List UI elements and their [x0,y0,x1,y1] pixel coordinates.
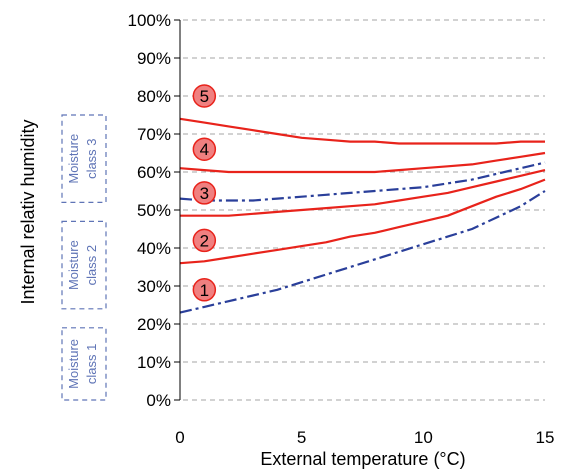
marker-label: 2 [200,231,209,250]
y-tick-label: 0% [146,391,171,410]
moisture-class-label: class 1 [84,344,99,384]
solid-series-line [179,178,546,265]
y-axis-title: Internal relativ humidity [18,119,38,304]
x-tick-label: 10 [414,428,433,447]
y-tick-label: 50% [137,201,171,220]
x-tick-label: 15 [536,428,555,447]
x-tick-label: 5 [297,428,306,447]
y-tick-label: 40% [137,239,171,258]
markers: 1 2 3 4 5 [192,84,217,302]
y-tick-label: 70% [137,125,171,144]
moisture-class-box [61,114,107,204]
moisture-class-label: class 3 [84,138,99,178]
x-axis-title: External temperature (°C) [260,449,465,469]
solid-series-line [179,117,545,145]
moisture-class-box [61,327,107,401]
y-tick-label: 90% [137,49,171,68]
marker-circle [192,181,217,205]
marker-circle [192,278,217,302]
marker-circle [192,137,217,161]
y-tick-label: 100% [128,11,171,30]
y-tick-label: 10% [137,353,171,372]
marker-label: 3 [200,184,209,203]
x-tick-label: 0 [175,428,184,447]
y-tick-label: 60% [137,163,171,182]
dashed-series-line [179,161,546,202]
moisture-class-label: Moisture [66,339,81,389]
marker-circle [192,84,217,108]
y-tick-label: 20% [137,315,171,334]
tick-labels: 0%10%20%30%40%50%60%70%80%90%100%0 5 10 15 [128,11,555,447]
moisture-class-label: Moisture [66,134,81,184]
moisture-class-label: Moisture [66,240,81,290]
solid-series-line [179,151,546,174]
marker-label: 5 [200,87,209,106]
moisture-class-box [61,220,107,310]
marker-label: 1 [200,281,209,300]
series [179,117,546,314]
dashed-series-line [179,190,546,314]
moisture-class-label: class 2 [84,245,99,285]
grid [174,19,545,401]
y-tick-label: 30% [137,277,171,296]
solid-series-line [180,169,546,217]
marker-circle [192,228,217,253]
y-tick-label: 80% [137,87,171,106]
marker-label: 4 [200,140,209,159]
